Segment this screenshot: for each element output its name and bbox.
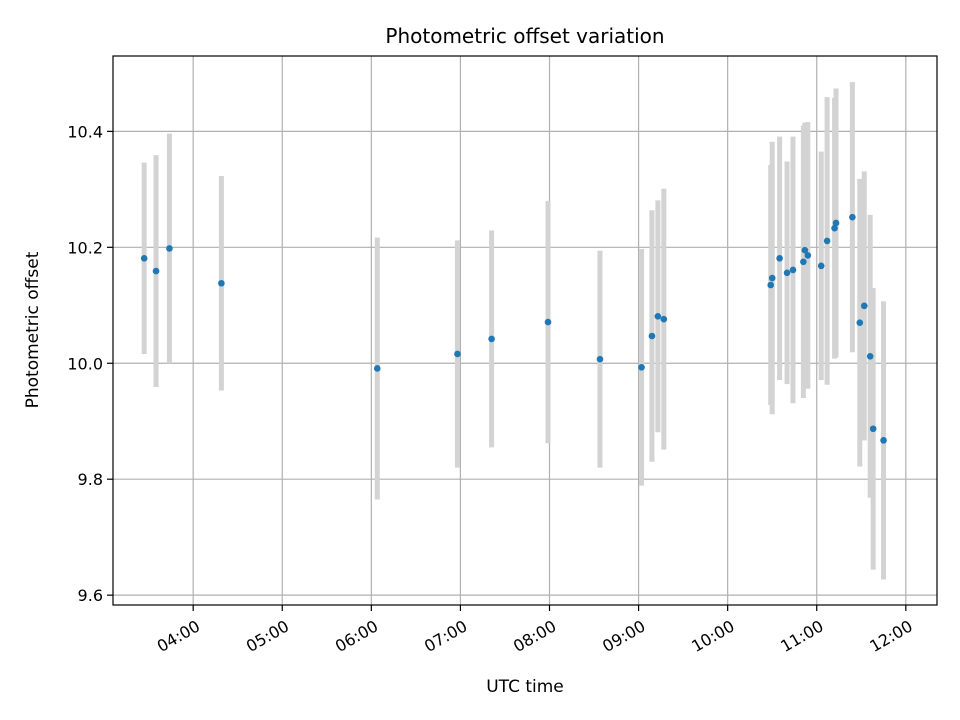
data-point	[831, 224, 838, 232]
chart-title: Photometric offset variation	[385, 24, 664, 48]
data-point	[776, 255, 783, 262]
data-point	[801, 246, 809, 254]
data-points	[140, 213, 887, 444]
data-point	[454, 350, 461, 358]
data-point	[860, 302, 868, 310]
data-point	[789, 266, 797, 274]
data-point	[544, 318, 552, 326]
data-point	[140, 255, 148, 262]
data-point	[832, 219, 840, 227]
data-point	[166, 245, 173, 252]
data-point	[373, 365, 381, 372]
x-axis-title: UTC time	[486, 677, 564, 697]
data-point	[823, 237, 831, 245]
data-point	[654, 312, 662, 320]
data-point	[488, 335, 495, 343]
data-point	[648, 332, 656, 340]
y-tick-label: 9.8	[78, 470, 103, 489]
y-tick-label: 10.4	[67, 122, 103, 141]
data-point	[849, 213, 856, 221]
data-point	[596, 355, 604, 363]
plot-frame	[112, 55, 938, 606]
data-point	[767, 281, 775, 289]
y-axis-title: Photometric offset	[23, 251, 43, 408]
data-point	[869, 425, 877, 433]
data-point	[800, 258, 807, 266]
data-point	[804, 252, 812, 259]
data-point	[638, 364, 645, 371]
data-point	[660, 315, 668, 323]
data-point	[817, 262, 825, 270]
data-point	[768, 274, 776, 282]
data-point	[866, 352, 874, 360]
data-point	[218, 279, 225, 287]
y-tick-label: 9.6	[78, 586, 103, 605]
data-point	[783, 269, 791, 277]
y-tick-label: 10.2	[67, 238, 103, 257]
data-point	[880, 437, 887, 444]
data-point	[152, 267, 160, 275]
data-point	[856, 319, 864, 326]
y-axis-ticks: 9.6 9.8 10.0 10.2 10.4	[67, 122, 113, 605]
y-tick-label: 10.0	[67, 354, 103, 373]
